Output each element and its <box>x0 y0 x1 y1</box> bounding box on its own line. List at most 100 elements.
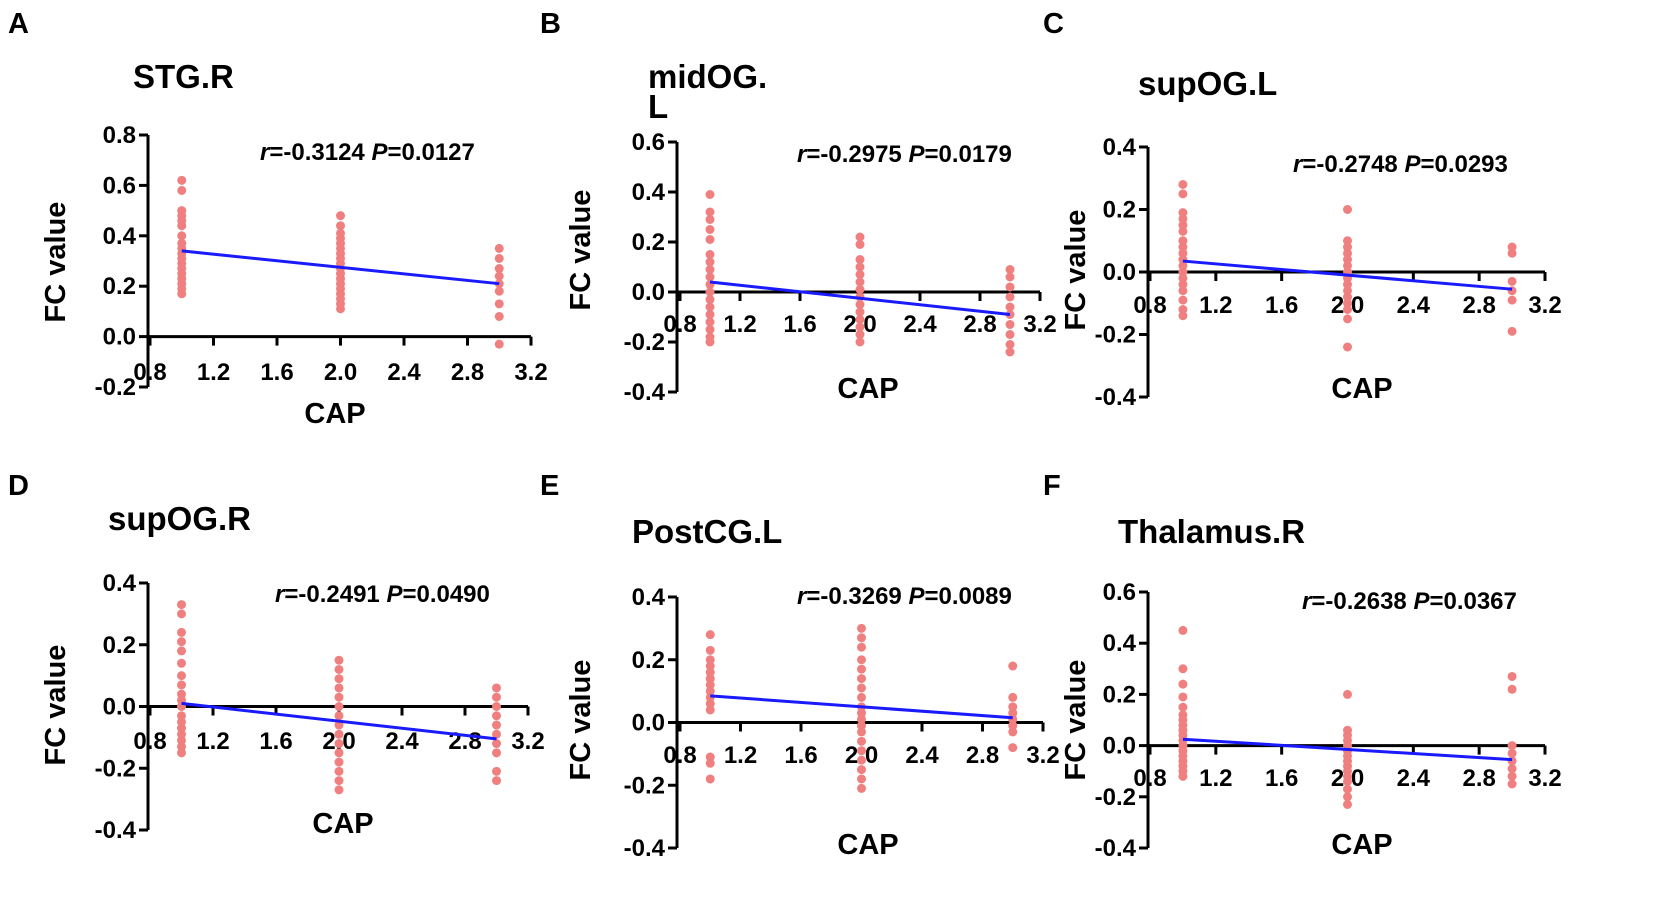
data-point <box>855 322 865 332</box>
x-tick-label: 1.2 <box>197 359 230 386</box>
data-point <box>857 708 866 718</box>
data-point <box>177 231 187 241</box>
panel-a: A STG.R -0.2 0.0 0.2 0.4 0.6 0.8 0.8 1.2 1.6 2.0 2.4… <box>8 8 548 430</box>
data-point <box>1178 242 1188 252</box>
data-point <box>857 736 866 746</box>
x-tick-label: 1.2 <box>723 311 756 338</box>
data-point <box>1343 242 1352 252</box>
x-tick-label: 2.4 <box>903 311 937 338</box>
y-tick-label: -0.2 <box>1095 784 1136 811</box>
data-point <box>334 729 344 739</box>
data-point <box>705 317 715 327</box>
x-tick-label: 2.4 <box>385 728 419 755</box>
data-point <box>177 735 186 745</box>
data-point <box>1343 784 1352 794</box>
panel-letter: C <box>1043 8 1064 40</box>
data-point <box>492 711 501 721</box>
data-point <box>857 746 866 756</box>
data-point <box>492 692 501 702</box>
data-point <box>857 664 866 674</box>
data-point <box>1343 292 1352 302</box>
data-point <box>855 285 865 294</box>
data-point <box>334 655 344 665</box>
data-point <box>857 655 866 665</box>
data-point <box>1008 708 1018 718</box>
data-point <box>1005 340 1015 349</box>
y-tick-label: -0.4 <box>624 835 666 862</box>
panel-letter: A <box>8 8 29 40</box>
x-tick-label: 2.0 <box>845 742 878 769</box>
data-point <box>705 265 715 274</box>
y-tick-label: 0.6 <box>1103 579 1136 606</box>
x-tick-label: 1.2 <box>724 742 757 769</box>
data-point <box>705 674 715 684</box>
data-point <box>1178 280 1188 289</box>
data-point <box>1005 302 1015 312</box>
chart-title: STG.R <box>133 58 234 95</box>
data-point <box>1343 280 1352 289</box>
data-point <box>857 783 866 793</box>
panel-letter: D <box>8 470 29 502</box>
regression-line <box>181 701 497 741</box>
data-point <box>855 255 865 264</box>
data-point <box>1343 689 1352 699</box>
data-point <box>1178 286 1188 296</box>
y-tick-label: 0.0 <box>1103 733 1136 760</box>
data-point <box>494 253 504 263</box>
x-tick-label: 2.0 <box>324 359 357 386</box>
data-point <box>177 646 186 656</box>
x-tick-label: 1.6 <box>259 728 292 755</box>
x-tick-label: 0.8 <box>1133 765 1166 792</box>
data-point <box>177 637 186 647</box>
data-point <box>1507 671 1517 681</box>
data-point <box>1178 679 1188 689</box>
data-point <box>492 739 501 749</box>
data-point <box>1178 261 1188 271</box>
data-point <box>1178 625 1188 635</box>
data-point <box>855 232 865 242</box>
regression-line <box>710 694 1013 720</box>
y-tick-label: 0.4 <box>103 223 137 250</box>
x-tick-label: 2.4 <box>1397 292 1431 319</box>
data-point <box>494 286 504 296</box>
data-point <box>1507 276 1517 286</box>
data-point <box>705 207 715 217</box>
data-point <box>1005 320 1015 329</box>
data-point <box>492 702 501 711</box>
panel-letter: B <box>540 8 561 40</box>
regression-line <box>181 249 500 286</box>
data-point <box>1178 295 1188 305</box>
regression-line <box>1182 737 1513 762</box>
data-point <box>1343 236 1352 246</box>
data-point <box>705 680 715 690</box>
y-tick-label: 0.2 <box>103 632 136 659</box>
data-point <box>336 304 345 314</box>
data-point <box>334 711 344 721</box>
data-point <box>1005 347 1015 357</box>
stats-annotation: r=-0.2491 P=0.0490 <box>275 581 490 608</box>
data-point <box>1507 295 1517 305</box>
y-tick-label: 0.0 <box>632 279 665 306</box>
x-tick-label: 0.8 <box>133 359 166 386</box>
data-point <box>855 307 865 317</box>
x-tick-label: 1.2 <box>196 728 229 755</box>
data-point <box>1507 748 1517 758</box>
data-point <box>705 699 715 709</box>
data-point <box>1507 684 1517 694</box>
stats-annotation: r=-0.3124 P=0.0127 <box>260 139 475 166</box>
data-point <box>334 739 344 749</box>
y-tick-label: 0.4 <box>632 584 666 611</box>
panel-letter: E <box>540 470 559 502</box>
data-point <box>705 215 715 224</box>
data-point <box>705 272 715 282</box>
data-point <box>705 758 715 768</box>
x-tick-label: 2.8 <box>1462 765 1495 792</box>
regression-line <box>709 280 1011 316</box>
y-axis-label: FC value <box>40 202 72 323</box>
y-tick-label: 0.4 <box>1103 134 1137 161</box>
data-point <box>177 671 186 681</box>
chart-title: supOG.L <box>1138 65 1277 102</box>
data-point <box>336 221 345 231</box>
data-point <box>857 642 866 652</box>
